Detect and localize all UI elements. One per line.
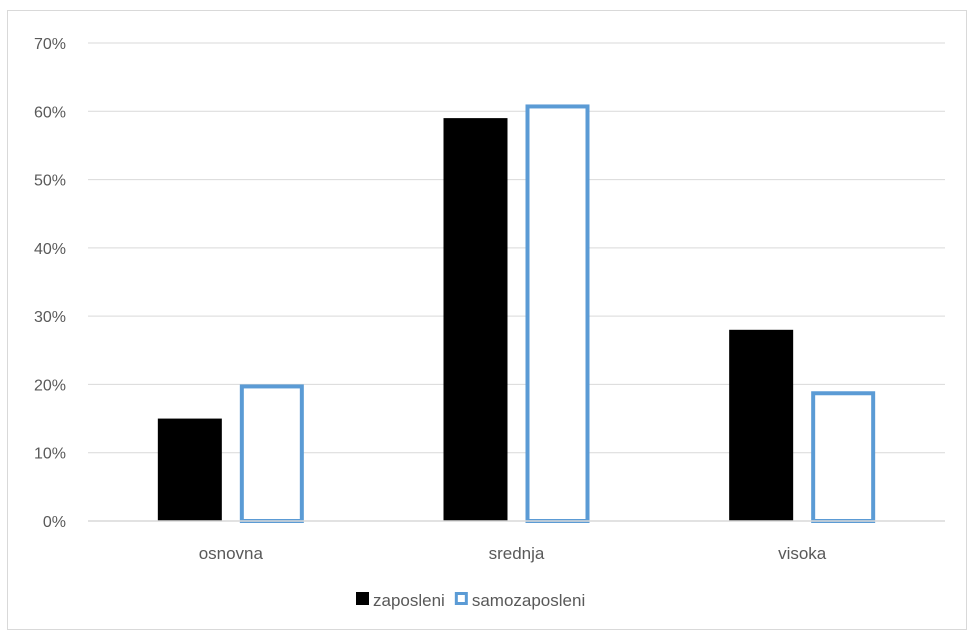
x-category-label: visoka xyxy=(778,544,827,563)
legend: zaposleni samozaposleni xyxy=(356,591,585,610)
legend-swatch-samozaposleni xyxy=(454,592,468,605)
legend-label-zaposleni: zaposleni xyxy=(373,591,445,610)
bar-samozaposleni-srednja xyxy=(525,104,590,523)
y-tick-label: 40% xyxy=(34,241,66,258)
bar-samozaposleni-visoka xyxy=(811,391,876,523)
legend-swatch-zaposleni xyxy=(356,592,369,605)
x-category-label: osnovna xyxy=(199,544,264,563)
y-tick-label: 10% xyxy=(34,446,66,463)
bar-zaposleni-osnovna xyxy=(157,418,222,521)
gridlines xyxy=(88,42,945,454)
y-tick-label: 60% xyxy=(34,104,66,121)
y-tick-label: 70% xyxy=(34,36,66,53)
x-category-label: srednja xyxy=(489,544,545,563)
bars xyxy=(157,104,876,523)
y-tick-label: 20% xyxy=(34,377,66,394)
bar-zaposleni-srednja xyxy=(443,118,508,521)
x-axis-categories: osnovna srednja visoka xyxy=(199,544,827,563)
bar-samozaposleni-osnovna xyxy=(239,384,304,523)
bar-zaposleni-visoka xyxy=(729,329,794,521)
y-tick-label: 30% xyxy=(34,309,66,326)
legend-label-samozaposleni: samozaposleni xyxy=(472,591,585,610)
y-tick-label: 50% xyxy=(34,173,66,190)
y-axis-ticks: 0% 10% 20% 30% 40% 50% 60% 70% xyxy=(34,36,66,531)
y-tick-label: 0% xyxy=(43,514,66,531)
